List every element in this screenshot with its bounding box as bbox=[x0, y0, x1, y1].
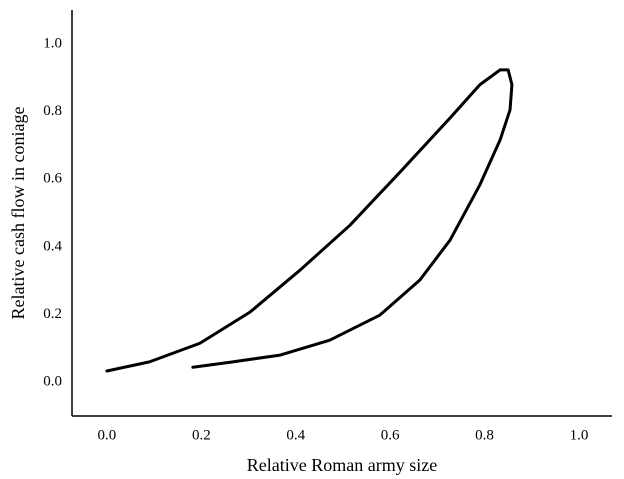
y-tick-label: 0.0 bbox=[43, 374, 62, 390]
y-tick-label: 0.4 bbox=[43, 238, 62, 254]
y-tick-label: 0.2 bbox=[43, 306, 62, 322]
x-tick-label: 1.0 bbox=[570, 427, 589, 443]
x-tick-label: 0.0 bbox=[98, 427, 117, 443]
x-tick-label: 0.4 bbox=[286, 427, 305, 443]
y-tick-label: 0.6 bbox=[43, 171, 62, 187]
y-tick-label: 1.0 bbox=[43, 35, 62, 51]
y-axis-title: Relative cash flow in coniage bbox=[8, 107, 28, 320]
x-tick-label: 0.6 bbox=[381, 427, 400, 443]
curve bbox=[105, 68, 514, 373]
x-tick-label: 0.2 bbox=[192, 427, 211, 443]
y-tick-label: 0.8 bbox=[43, 103, 62, 119]
x-tick-label: 0.8 bbox=[475, 427, 494, 443]
x-axis-title: Relative Roman army size bbox=[247, 455, 437, 475]
